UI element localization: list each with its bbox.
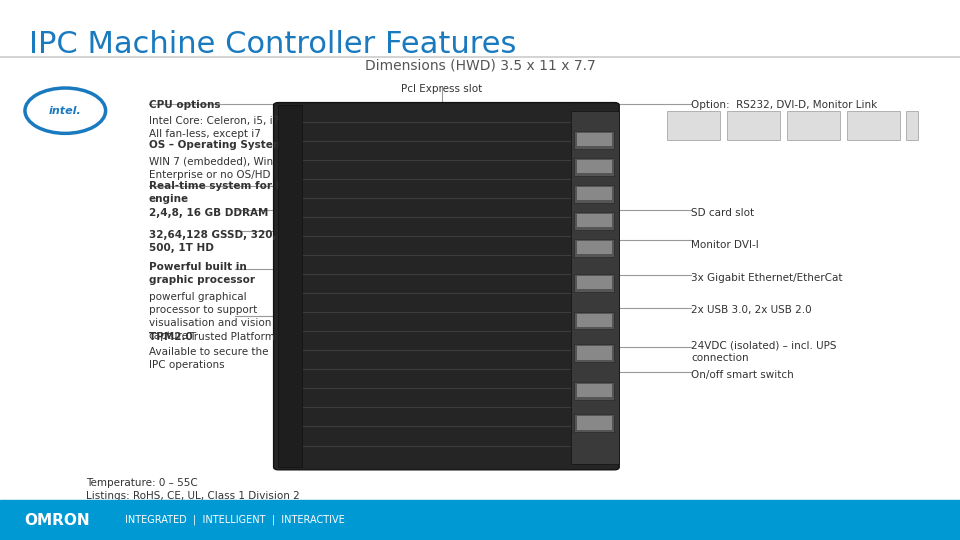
Bar (574, 158, 614, 176)
Bar (577, 187, 612, 200)
Bar (577, 160, 612, 173)
Text: Available to secure the
IPC operations: Available to secure the IPC operations (149, 347, 268, 370)
Bar (787, 111, 840, 140)
Bar (574, 185, 614, 202)
Bar (577, 214, 612, 227)
Text: Real-time system for NJ
engine: Real-time system for NJ engine (149, 181, 288, 204)
Bar (727, 111, 780, 140)
Text: IPC Machine Controller Features: IPC Machine Controller Features (29, 30, 516, 59)
Bar (574, 131, 614, 149)
Text: 2x USB 3.0, 2x USB 2.0: 2x USB 3.0, 2x USB 2.0 (691, 305, 812, 315)
Bar (667, 111, 720, 140)
Text: Intel Core: Celeron, i5, i7
All fan-less, except i7: Intel Core: Celeron, i5, i7 All fan-less… (149, 116, 279, 139)
Bar (577, 241, 612, 254)
Bar (577, 133, 612, 146)
Text: CPU options: CPU options (149, 100, 220, 110)
Text: SD card slot: SD card slot (691, 208, 755, 218)
Text: TPM2.0: TPM2.0 (149, 332, 196, 342)
Bar (571, 111, 619, 464)
Bar (577, 276, 612, 289)
Text: On/off smart switch: On/off smart switch (691, 370, 794, 380)
Bar (577, 346, 612, 360)
Text: Temperature: 0 – 55C
Listings: RoHS, CE, UL, Class 1 Division 2: Temperature: 0 – 55C Listings: RoHS, CE,… (86, 478, 300, 501)
Bar (574, 239, 614, 256)
Text: PcI Express slot: PcI Express slot (401, 84, 482, 94)
Text: 32,64,128 GSSD, 320,
500, 1T HD: 32,64,128 GSSD, 320, 500, 1T HD (149, 230, 276, 253)
Bar (278, 105, 302, 467)
Text: OMRON: OMRON (24, 512, 89, 528)
Bar (577, 384, 612, 397)
Text: Trusted Platform: Trusted Platform (189, 332, 275, 342)
Bar (574, 414, 614, 432)
Text: 2,4,8, 16 GB DDRAM: 2,4,8, 16 GB DDRAM (149, 208, 268, 218)
Text: OS – Operating System: OS – Operating System (149, 140, 283, 151)
Bar (577, 314, 612, 327)
Text: Powerful built in
graphic processor: Powerful built in graphic processor (149, 262, 254, 285)
Text: Monitor DVI-I: Monitor DVI-I (691, 240, 759, 251)
FancyBboxPatch shape (274, 103, 619, 470)
Bar (906, 111, 918, 140)
Bar (577, 416, 612, 430)
Bar (847, 111, 900, 140)
Text: WIN 7 (embedded), Win 10
Enterprise or no OS/HD: WIN 7 (embedded), Win 10 Enterprise or n… (149, 157, 289, 180)
Text: Dimensions (HWD) 3.5 x 11 x 7.7: Dimensions (HWD) 3.5 x 11 x 7.7 (365, 59, 595, 73)
Text: powerful graphical
processor to support
visualisation and vision
capture: powerful graphical processor to support … (149, 292, 271, 341)
Bar (574, 212, 614, 230)
Bar (574, 312, 614, 329)
Bar (0, 500, 960, 540)
Text: 3x Gigabit Ethernet/EtherCat: 3x Gigabit Ethernet/EtherCat (691, 273, 843, 283)
Text: 24VDC (isolated) – incl. UPS
connection: 24VDC (isolated) – incl. UPS connection (691, 340, 837, 363)
Bar (574, 344, 614, 362)
Text: INTEGRATED  |  INTELLIGENT  |  INTERACTIVE: INTEGRATED | INTELLIGENT | INTERACTIVE (125, 515, 345, 525)
Text: intel.: intel. (49, 106, 82, 116)
Bar (574, 382, 614, 400)
Bar (574, 274, 614, 292)
Text: Option:  RS232, DVI-D, Monitor Link: Option: RS232, DVI-D, Monitor Link (691, 100, 877, 110)
